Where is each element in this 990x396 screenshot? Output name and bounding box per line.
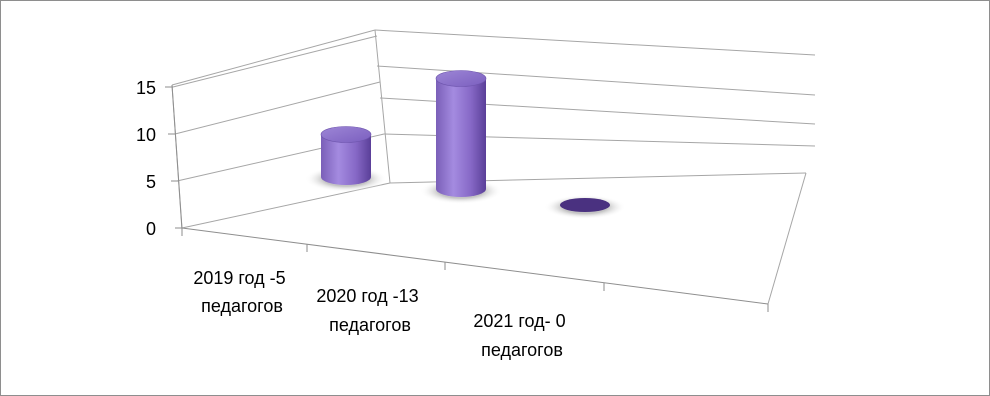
y-tick-label-0: 0 — [146, 219, 156, 239]
y-tick-label-15: 15 — [136, 78, 156, 98]
gridline-20-right — [374, 29, 816, 56]
category-label-2020-line2: педагогов — [329, 315, 411, 335]
y-axis-line — [171, 84, 183, 231]
bar-1 — [305, 126, 387, 192]
floor-front-edge — [181, 227, 769, 305]
x-axis-ticks — [181, 228, 769, 312]
x-axis-labels: 2019 год -5 педагогов 2020 год -13 педаг… — [193, 268, 570, 360]
bar-3 — [544, 195, 626, 219]
bar-2 — [420, 70, 502, 204]
category-label-2020: 2020 год -13 педагогов — [316, 286, 423, 335]
back-wall-top-edge — [171, 29, 376, 86]
bar-body-1 — [321, 134, 371, 185]
category-label-2021: 2021 год- 0 педагогов — [473, 311, 570, 360]
bar-top-3 — [560, 198, 610, 212]
gridline-15-left — [172, 35, 378, 88]
category-label-2020-line1: 2020 год -13 — [316, 286, 418, 306]
y-axis: 0 5 10 15 — [136, 78, 183, 239]
category-label-2019-line2: педагогов — [201, 296, 283, 316]
category-label-2021-line1: 2021 год- 0 — [473, 311, 565, 331]
category-label-2019-line1: 2019 год -5 — [193, 268, 285, 288]
y-tick-label-10: 10 — [136, 125, 156, 145]
y-tick-label-5: 5 — [146, 172, 156, 192]
bars — [305, 70, 626, 219]
bar-top-1 — [320, 126, 372, 143]
category-label-2021-line2: педагогов — [481, 340, 563, 360]
gridline-10-left — [174, 81, 381, 135]
back-corner-edge — [374, 29, 391, 184]
floor-side-edge — [767, 172, 807, 305]
bar-top-2 — [435, 70, 487, 87]
gridline-15-right — [376, 65, 816, 96]
category-label-2019: 2019 год -5 педагогов — [193, 268, 290, 316]
chart-grid — [171, 29, 816, 305]
bar-body-2 — [436, 78, 486, 197]
